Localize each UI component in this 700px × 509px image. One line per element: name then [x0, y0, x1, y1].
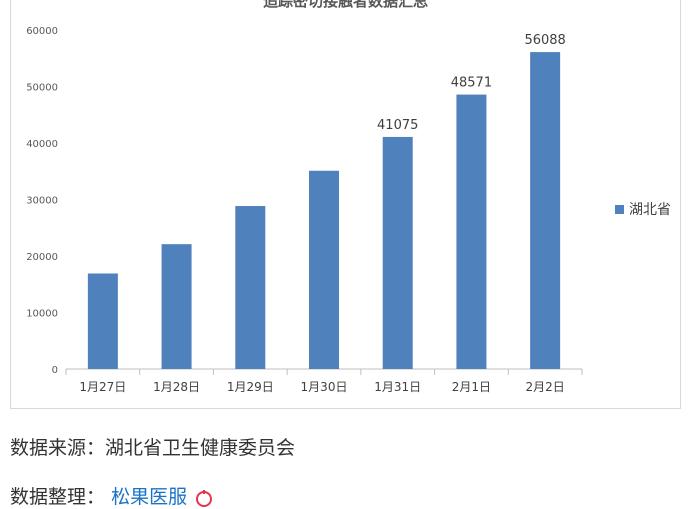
legend-swatch: [615, 204, 624, 214]
bar: [161, 244, 192, 369]
legend: 湖北省: [615, 199, 671, 219]
x-tick-label: 1月28日: [153, 380, 200, 394]
organizer-prefix: 数据整理：: [10, 486, 106, 508]
organizer-name: 松果医服: [111, 486, 188, 508]
bar-data-label: 41075: [377, 118, 418, 133]
bar: [456, 94, 487, 369]
bar-chart: 0 10000 20000 30000 40000 50000 60000 1月27日 1月28…: [26, 26, 583, 394]
bar-data-label: 48571: [451, 76, 492, 91]
x-tick-label: 2月2日: [526, 380, 565, 394]
bar-data-label: 56088: [524, 33, 565, 48]
x-tick-label: 1月29日: [227, 380, 274, 394]
x-tick-label: 2月1日: [452, 380, 491, 394]
bar: [382, 136, 413, 369]
pine-cone-logo-icon: [196, 489, 213, 507]
bar: [87, 273, 118, 369]
data-organizer: 数据整理： 松果医服: [10, 482, 215, 509]
bar: [530, 52, 561, 370]
y-tick-label: 20000: [26, 252, 58, 263]
bar: [309, 170, 339, 369]
bar: [235, 206, 266, 369]
x-tick-label: 1月30日: [301, 380, 348, 394]
chart-frame: 追踪密切接触者数据汇总 0 10000 20000 30000 40000 50000 60…: [10, 0, 681, 409]
y-tick-label: 0: [52, 365, 58, 376]
y-tick-label: 30000: [26, 196, 58, 207]
x-tick-label: 1月27日: [79, 380, 126, 394]
legend-label: 湖北省: [629, 202, 671, 218]
y-tick-label: 50000: [26, 83, 58, 94]
x-tick-label: 1月31日: [374, 380, 421, 394]
y-tick-label: 40000: [26, 139, 58, 150]
chart-title: 追踪密切接触者数据汇总: [262, 0, 428, 10]
y-tick-label: 60000: [26, 26, 58, 37]
data-source-text: 数据来源：湖北省卫生健康委员会: [10, 437, 296, 459]
y-tick-label: 10000: [26, 309, 58, 320]
